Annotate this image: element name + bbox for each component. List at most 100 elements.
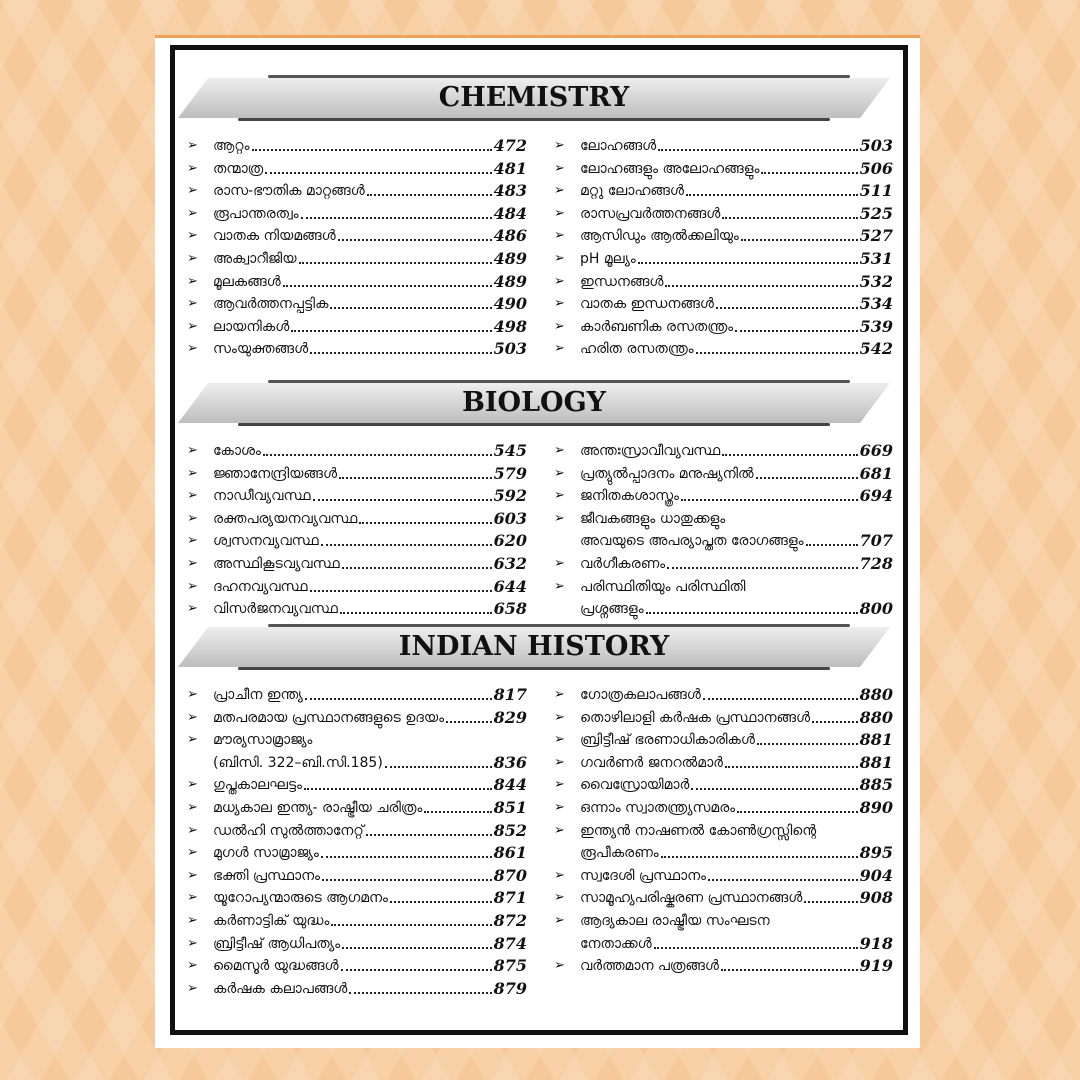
toc-entry: (ബിസി. 322–ബി.സി.185) 836 bbox=[213, 751, 527, 773]
entry-text: സാമൂഹ്യപരിഷ്കരണ പ്രസ്ഥാനങ്ങൾ bbox=[580, 890, 803, 907]
entry-text: ഭക്തി പ്രസ്ഥാനം bbox=[213, 867, 320, 884]
page-number: 890 bbox=[859, 798, 893, 817]
toc-entry: ലായനികൾ 498 bbox=[187, 315, 527, 337]
page-number: 875 bbox=[493, 956, 527, 976]
dot-leader bbox=[300, 216, 492, 219]
toc-entry: രാസപ്രവർത്തനങ്ങൾ 525 bbox=[554, 202, 893, 224]
entry-text: രാസപ്രവർത്തനങ്ങൾ bbox=[580, 205, 721, 222]
page-number: 880 bbox=[859, 707, 893, 727]
dot-leader bbox=[658, 149, 858, 151]
page-number: 531 bbox=[859, 249, 893, 268]
toc-entry: അവയുടെ അപര്യാപ്തത രോഗങ്ങളും 707 bbox=[580, 529, 893, 551]
toc-entry: വിസർജനവ്യവസ്ഥ 658 bbox=[187, 597, 527, 619]
page-number: 511 bbox=[859, 181, 893, 201]
toc-entry: മുഗൾ സാമ്രാജ്യം 861 bbox=[187, 841, 527, 863]
page-number: 881 bbox=[859, 752, 893, 772]
page-number: 669 bbox=[859, 441, 893, 460]
toc-entry: സംയുക്തങ്ങൾ 503 bbox=[187, 337, 527, 359]
dot-leader bbox=[691, 788, 858, 791]
page-number: 527 bbox=[859, 226, 893, 246]
frame bbox=[170, 45, 908, 1035]
toc-entry: പ്രത്യുൽപ്പാദനം മനുഷ്യനിൽ 681 bbox=[554, 462, 893, 484]
page-number: 503 bbox=[493, 339, 527, 359]
entry-text: ഇന്ധനങ്ങൾ bbox=[580, 273, 664, 290]
toc-entry: അക്വാറീജിയ 489 bbox=[187, 247, 527, 269]
dot-leader bbox=[722, 216, 858, 219]
dot-leader bbox=[722, 454, 858, 456]
entry-text: ലോഹങ്ങളും അലോഹങ്ങളും bbox=[580, 160, 760, 177]
banner-shape bbox=[178, 383, 890, 423]
entry-text: ജനിതകശാസ്ത്രം bbox=[580, 488, 679, 505]
dot-leader bbox=[337, 239, 492, 242]
page-number: 489 bbox=[493, 271, 527, 291]
page-number: 871 bbox=[493, 888, 527, 908]
banner-edge bbox=[268, 380, 850, 383]
page-number: 658 bbox=[493, 599, 527, 619]
entry-text: വാതക ഇന്ധനങ്ങൾ bbox=[580, 296, 714, 313]
entry-text: അക്വാറീജിയ bbox=[213, 251, 297, 267]
page-number: 852 bbox=[493, 820, 527, 840]
toc-entry: ജീവകങ്ങളും ധാതുക്കളും bbox=[554, 507, 893, 529]
dot-leader bbox=[721, 969, 858, 972]
dot-leader bbox=[707, 878, 858, 881]
section-banner: INDIAN HISTORY bbox=[178, 624, 890, 670]
dot-leader bbox=[665, 284, 858, 287]
dot-leader bbox=[724, 765, 858, 768]
dot-leader bbox=[804, 901, 858, 904]
toc-entry: വാതക ഇന്ധനങ്ങൾ 534 bbox=[554, 292, 893, 314]
dot-leader bbox=[660, 856, 858, 859]
toc-entry: യൂറോപ്യന്മാരുടെ ആഗമനം 871 bbox=[187, 886, 527, 908]
dot-leader bbox=[251, 149, 492, 151]
toc-entry: ഹരിത രസതന്ത്രം 542 bbox=[554, 337, 893, 359]
entry-text: ഇന്ത്യൻ നാഷണൽ കോൺഗ്രസ്സിന്റെ bbox=[580, 822, 817, 839]
dot-leader bbox=[805, 544, 858, 547]
entry-text: രാസ-ഭൗതിക മാറ്റങ്ങൾ bbox=[213, 183, 365, 200]
dot-leader bbox=[298, 262, 492, 264]
page-number: 525 bbox=[859, 203, 893, 223]
dot-leader bbox=[389, 901, 492, 904]
toc-entry: മൈസൂർ യുദ്ധങ്ങൾ 875 bbox=[187, 954, 527, 976]
toc-entry: ഗോത്രകലാപങ്ങൾ 880 bbox=[554, 683, 893, 705]
entry-text: പരിസ്ഥിതിയും പരിസ്ഥിതി bbox=[580, 578, 746, 595]
dot-leader bbox=[384, 765, 492, 768]
entry-text: pH മൂല്യം bbox=[580, 251, 636, 267]
toc-entry: ശ്വസനവ്യവസ്ഥ 620 bbox=[187, 529, 527, 551]
entry-text: മധ്യകാല ഇന്ത്യ- രാഷ്ട്രീയ ചരിത്രം bbox=[213, 800, 423, 816]
page-number: 592 bbox=[493, 486, 527, 506]
dot-leader bbox=[342, 946, 492, 949]
toc-entry: കാർബണിക രസതന്ത്രം 539 bbox=[554, 315, 893, 337]
page-number: 542 bbox=[859, 339, 893, 359]
toc-entry: കോശം 545 bbox=[187, 439, 527, 461]
toc-entry: പ്രശ്നങ്ങളും 800 bbox=[580, 597, 893, 619]
toc-entry: മറ്റു ലോഹങ്ങൾ 511 bbox=[554, 179, 893, 201]
entry-text: ആറ്റം bbox=[213, 138, 250, 154]
toc-entry: ഇന്ത്യൻ നാഷണൽ കോൺഗ്രസ്സിന്റെ bbox=[554, 819, 893, 841]
toc-entry: ആവർത്തനപ്പട്ടിക 490 bbox=[187, 292, 527, 314]
page-number: 879 bbox=[493, 978, 527, 998]
dot-leader bbox=[740, 239, 858, 242]
toc-entry: കർണാട്ടിക് യുദ്ധം 872 bbox=[187, 909, 527, 931]
banner-shape bbox=[178, 78, 890, 118]
dot-leader bbox=[304, 698, 492, 700]
entry-text: ഗവർണർ ജനറൽമാർ bbox=[580, 754, 723, 771]
dot-leader bbox=[265, 171, 492, 174]
toc-entry: പരിസ്ഥിതിയും പരിസ്ഥിതി bbox=[554, 575, 893, 597]
toc-entry: മതപരമായ പ്രസ്ഥാനങ്ങളുടെ ഉദയം 829 bbox=[187, 706, 527, 728]
page-number: 490 bbox=[493, 294, 527, 314]
page-number: 532 bbox=[859, 271, 893, 291]
dot-leader bbox=[761, 171, 858, 174]
toc-entry: ദഹനവ്യവസ്ഥ 644 bbox=[187, 575, 527, 597]
page-number: 644 bbox=[493, 576, 527, 596]
section-title: INDIAN HISTORY bbox=[398, 631, 670, 662]
dot-leader bbox=[310, 352, 492, 355]
toc-entry: തന്മാത്ര 481 bbox=[187, 157, 527, 179]
banner-edge bbox=[238, 667, 830, 670]
toc-entry: ഗവർണർ ജനറൽമാർ 881 bbox=[554, 751, 893, 773]
dot-leader bbox=[320, 544, 492, 547]
dot-leader bbox=[291, 329, 492, 332]
page-number: 681 bbox=[859, 463, 893, 483]
page-number: 620 bbox=[493, 531, 527, 551]
entry-text: ഡൽഹി സുൽത്താനേറ്റ് bbox=[213, 822, 364, 839]
banner-edge bbox=[268, 75, 850, 78]
